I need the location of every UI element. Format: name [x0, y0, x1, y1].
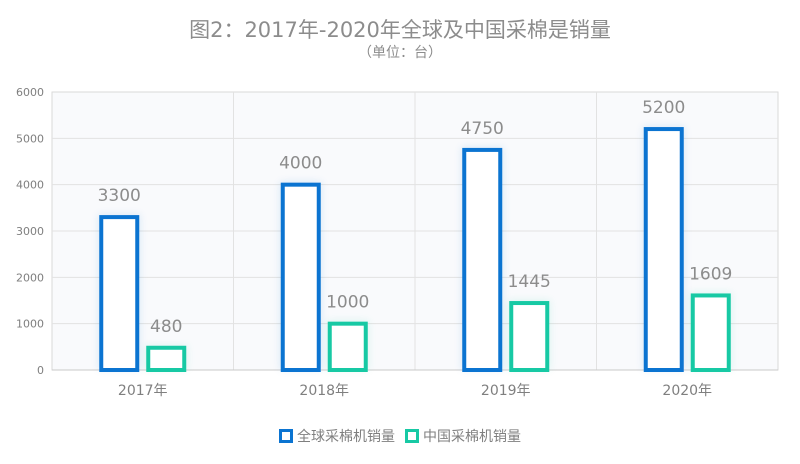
bar-china [690, 293, 731, 373]
legend-swatch-global [279, 429, 293, 443]
legend: 全球采棉机销量 中国采棉机销量 [0, 426, 800, 446]
x-tick-label: 2018年 [299, 383, 349, 399]
legend-label-global: 全球采棉机销量 [297, 429, 395, 445]
bar-china [509, 301, 550, 373]
bar-global [643, 127, 684, 372]
x-tick-label: 2019年 [481, 383, 531, 399]
legend-item-china[interactable]: 中国采棉机销量 [405, 426, 521, 446]
y-tick-label: 0 [37, 364, 44, 377]
y-tick-label: 4000 [16, 179, 44, 192]
y-tick-label: 6000 [16, 86, 44, 99]
data-label: 5200 [642, 98, 685, 118]
data-label: 480 [150, 317, 182, 337]
chart-title: 图2：2017年-2020年全球及中国采棉是销量 [189, 18, 611, 42]
data-label: 4750 [461, 119, 504, 139]
data-label: 3300 [98, 186, 141, 206]
bar-global [280, 182, 321, 372]
y-tick-label: 1000 [16, 318, 44, 331]
data-label: 1000 [326, 293, 369, 313]
x-tick-label: 2020年 [662, 383, 712, 399]
bar-china [327, 321, 368, 372]
data-label: 1609 [689, 264, 732, 284]
bar-china [146, 345, 187, 373]
bar-global [462, 147, 503, 372]
legend-label-china: 中国采棉机销量 [423, 429, 521, 445]
chart-subtitle: （单位：台） [358, 45, 442, 61]
x-tick-label: 2017年 [118, 383, 168, 399]
data-label: 1445 [508, 272, 551, 292]
y-tick-label: 5000 [16, 132, 44, 145]
bar-global [99, 215, 140, 372]
y-tick-label: 2000 [16, 271, 44, 284]
legend-item-global[interactable]: 全球采棉机销量 [279, 426, 395, 446]
y-tick-label: 3000 [16, 225, 44, 238]
legend-swatch-china [405, 429, 419, 443]
data-label: 4000 [279, 154, 322, 174]
